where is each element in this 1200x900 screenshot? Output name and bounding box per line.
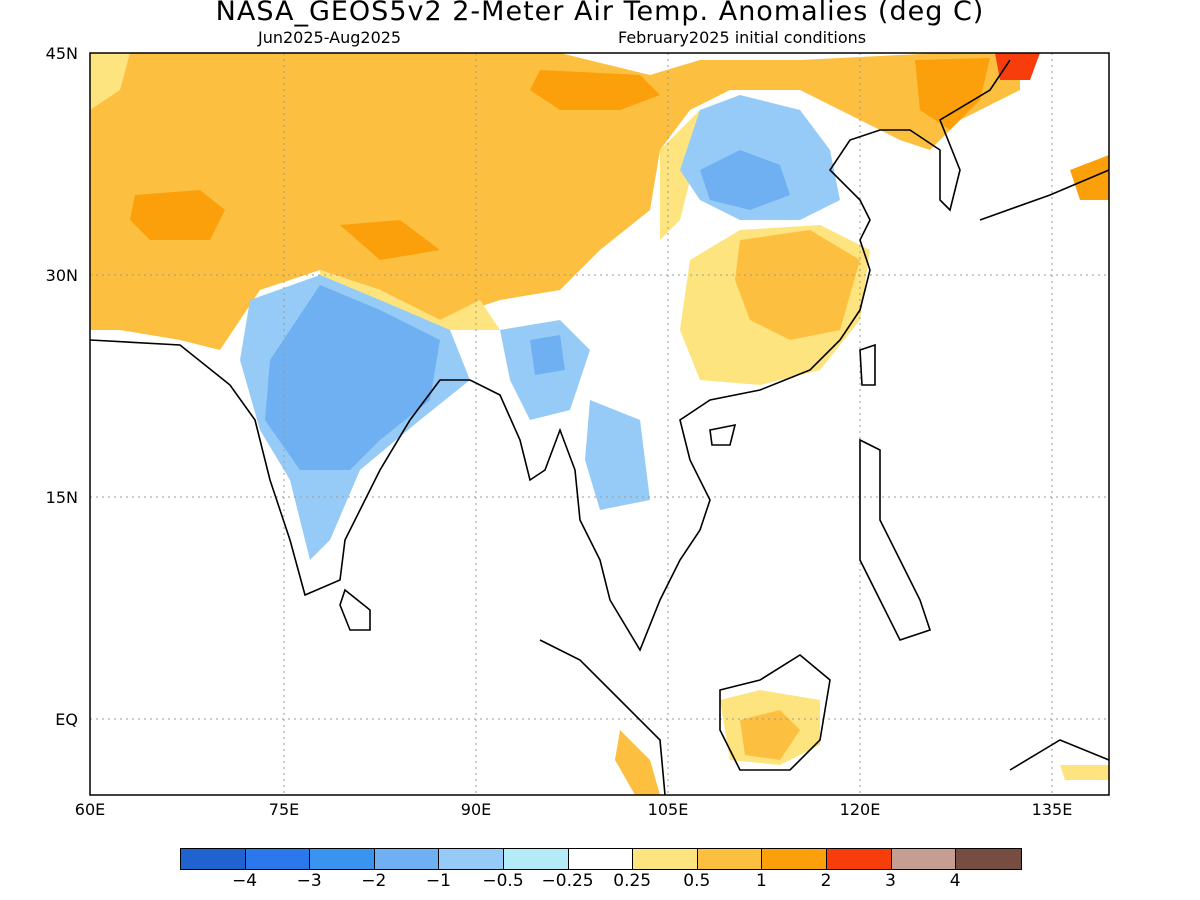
colorbar-tick-label: −0.25 [541, 871, 594, 891]
cooler-core-north-china [700, 150, 790, 210]
stronger-warm-borneo [740, 710, 800, 760]
colorbar-swatch [439, 849, 504, 869]
colorbar-swatch [503, 849, 569, 869]
lon-label-105e: 105E [647, 800, 689, 819]
lon-label-75e: 75E [268, 800, 300, 819]
colorbar-swatch [633, 849, 698, 869]
colorbar [180, 848, 1022, 870]
map-title: NASA_GEOS5v2 2-Meter Air Temp. Anomalies… [215, 0, 985, 27]
cooler-core-myanmar [530, 335, 565, 375]
colorbar-tick-label: −3 [296, 871, 322, 891]
lon-label-120e: 120E [839, 800, 881, 819]
forecast-period: Jun2025-Aug2025 [258, 28, 402, 47]
colorbar-swatch [374, 849, 440, 869]
graticule [90, 53, 1109, 795]
strong-warm-patch-west [130, 190, 225, 240]
strong-warm-patch-korea [915, 58, 990, 130]
colorbar-tick-label: 3 [885, 871, 896, 891]
colorbar-swatch [310, 849, 375, 869]
warm-region-central-asia [90, 53, 1020, 350]
lon-label-60e: 60E [74, 800, 106, 819]
strong-warm-patch-north [530, 70, 660, 110]
lat-label-15n: 15N [45, 488, 78, 507]
strong-warm-patch-tibet [340, 220, 440, 260]
colorbar-tick-label: −1 [425, 871, 451, 891]
colorbar-swatch [891, 849, 957, 869]
lat-label-eq: EQ [55, 710, 78, 729]
colorbar-swatch [245, 849, 311, 869]
lon-label-135e: 135E [1031, 800, 1073, 819]
colorbar-swatch [181, 849, 246, 869]
colorbar-tick-label: −4 [232, 871, 258, 891]
warm-patch-sumatra [615, 730, 660, 795]
initial-conditions: February2025 initial conditions [618, 28, 867, 47]
colorbar-swatch [956, 849, 1021, 869]
colorbar-tick-label: −2 [361, 871, 387, 891]
cooler-core-india [265, 285, 440, 470]
colorbar-tick-label: 0.25 [613, 871, 652, 891]
coastlines [90, 59, 1109, 795]
colorbar-swatch [697, 849, 763, 869]
colorbar-tick-label: 1 [755, 871, 767, 891]
warm-patch-new-guinea [1060, 765, 1109, 780]
lat-label-30n: 30N [45, 266, 78, 285]
colorbar-swatch [568, 849, 634, 869]
hot-patch-northeast [995, 53, 1040, 80]
lat-label-45n: 45N [45, 44, 78, 63]
colorbar-tick-label: −0.5 [482, 871, 524, 891]
colorbar-swatch [762, 849, 827, 869]
map-frame [89, 52, 1110, 796]
stronger-warm-southeast-china [735, 230, 860, 340]
colorbar-swatch [826, 849, 892, 869]
colorbar-tick-label: 4 [949, 871, 961, 891]
lon-label-90e: 90E [460, 800, 492, 819]
colorbar-tick-label: 0.5 [683, 871, 711, 891]
colorbar-tick-label: 2 [820, 871, 832, 891]
